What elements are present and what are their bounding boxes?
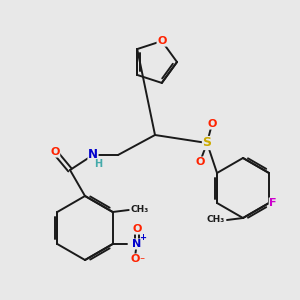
Text: O: O: [130, 254, 140, 264]
Text: O: O: [50, 147, 60, 157]
Text: ⁻: ⁻: [139, 256, 144, 266]
Text: N: N: [88, 148, 98, 161]
Text: O: O: [207, 119, 217, 129]
Text: N: N: [132, 239, 141, 249]
Text: H: H: [94, 159, 102, 169]
Text: CH₃: CH₃: [207, 215, 225, 224]
Text: +: +: [139, 233, 146, 242]
Text: S: S: [202, 136, 211, 149]
Text: O: O: [157, 36, 167, 46]
Text: O: O: [132, 224, 141, 234]
Text: F: F: [269, 198, 277, 208]
Text: O: O: [195, 157, 205, 167]
Text: CH₃: CH₃: [131, 206, 149, 214]
